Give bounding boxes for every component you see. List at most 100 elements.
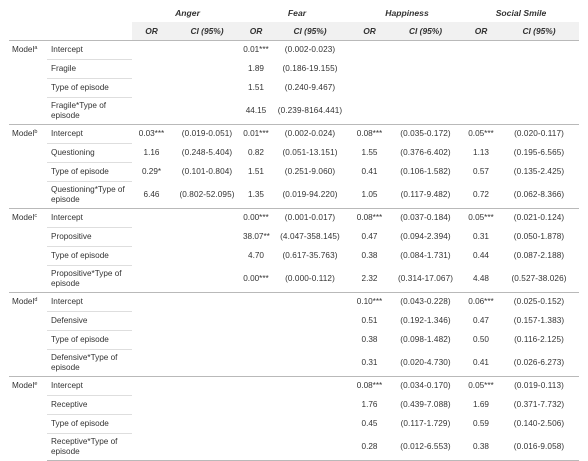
or-value: 0.08*** — [351, 376, 388, 396]
ci-value — [171, 266, 243, 293]
ci-header: CI (95%) — [171, 22, 243, 41]
or-value: 0.45 — [361, 419, 378, 428]
ci-value — [171, 247, 243, 266]
or-value: 0.05*** — [463, 124, 499, 144]
or-value: 1.05 — [361, 189, 378, 199]
ci-value: (0.617-35.763) — [282, 251, 338, 260]
or-value: 0.01*** — [243, 40, 269, 60]
ci-value: (0.019-0.051) — [171, 124, 243, 144]
or-value — [132, 247, 171, 266]
or-value — [243, 415, 269, 434]
ci-value: (0.106-1.582) — [400, 167, 451, 176]
table-row: Questioning 1.16 (0.248-5.404) 0.82 (0.051-1… — [9, 143, 579, 163]
predictor-label: Questioning — [47, 143, 132, 163]
ci-value: (0.043-0.228) — [388, 292, 463, 312]
table-row: Fragile*Type of episode 44.15 (0.239-8164.… — [9, 97, 579, 125]
predictor-label: Intercept — [47, 376, 132, 396]
ci-value — [388, 60, 463, 79]
ci-value: (0.051-13.151) — [282, 148, 338, 157]
odds-ratio-table: Anger Fear Happiness Social Smile OR CI … — [9, 4, 580, 461]
or-header: OR — [132, 22, 171, 41]
emotion-header-happiness: Happiness — [385, 8, 429, 18]
or-value — [132, 376, 171, 396]
table-row: Type of episode 0.29* (0.101-0.804) 1.51 (0.… — [9, 162, 579, 182]
ci-value: (0.012-6.553) — [388, 433, 463, 461]
model-label-superscript: b — [34, 129, 38, 135]
or-value — [132, 60, 171, 79]
or-value: 0.08*** — [351, 124, 388, 144]
or-value: 0.28 — [351, 433, 388, 461]
predictor-label: Fragile*Type of episode — [47, 97, 132, 125]
predictor-label: Propositive — [47, 227, 132, 247]
ci-value: (0.034-0.170) — [388, 376, 463, 396]
table-row: Receptive*Type of episode 0.28 (0.012-6.55… — [9, 433, 580, 461]
table-row: Type of episode 1.51 (0.240-9.467) — [9, 78, 579, 98]
ci-value — [171, 208, 243, 228]
emotion-header-row: Anger Fear Happiness Social Smile — [9, 4, 579, 22]
or-value: 0.41 — [361, 167, 378, 176]
ci-value: (0.439-7.088) — [400, 400, 451, 409]
model-label-text: Model — [12, 213, 35, 222]
or-value — [243, 433, 269, 461]
predictor-label: Fragile — [47, 59, 132, 79]
table-row: Receptive 1.76 (0.439-7.088) 1.69 (0.371-7.7… — [9, 395, 579, 415]
ci-value: (0.094-2.394) — [400, 232, 451, 241]
or-value: 0.05*** — [463, 208, 499, 228]
ci-value — [388, 98, 463, 125]
ci-value: (0.037-0.184) — [388, 208, 463, 228]
ci-value: (0.016-9.058) — [499, 433, 580, 461]
ci-value: (0.050-1.878) — [513, 232, 565, 241]
ci-value: (0.019-94.220) — [282, 189, 338, 199]
ci-value: (0.192-1.346) — [400, 316, 451, 325]
ci-value: (0.314-17.067) — [397, 273, 454, 283]
predictor-label: Defensive — [47, 311, 132, 331]
table-row: Propositive*Type of episode 0.00*** (0.000… — [9, 265, 579, 293]
ci-value: (0.002-0.023) — [269, 40, 351, 60]
or-value — [243, 312, 269, 331]
or-header: OR — [243, 22, 269, 41]
ci-value: (0.157-1.383) — [513, 316, 565, 325]
ci-value: (0.084-1.731) — [400, 251, 451, 260]
ci-value: (0.527-38.026) — [511, 273, 567, 283]
ci-value: (0.371-7.732) — [513, 400, 565, 409]
ci-value — [171, 292, 243, 312]
ci-value: (0.135-2.425) — [513, 167, 565, 176]
or-header: OR — [351, 22, 388, 41]
table-row: Questioning*Type of episode 6.46 (0.802-52… — [9, 181, 579, 209]
statistic-header-row: OR CI (95%) OR CI (95%) OR CI (95%) OR C… — [9, 22, 580, 41]
ci-header: CI (95%) — [269, 22, 351, 41]
ci-value — [499, 60, 579, 79]
ci-value — [269, 376, 351, 396]
or-value: 0.41 — [473, 357, 489, 367]
or-value: 4.70 — [248, 251, 264, 260]
ci-header: CI (95%) — [388, 22, 463, 41]
model-label: Modelb — [9, 124, 47, 209]
results-table-container: Anger Fear Happiness Social Smile OR CI … — [9, 8, 580, 461]
ci-value: (0.019-0.113) — [499, 376, 580, 396]
or-value: 0.59 — [473, 419, 489, 428]
ci-value: (0.376-6.402) — [400, 148, 451, 157]
ci-value: (0.021-0.124) — [499, 208, 580, 228]
predictor-label: Defensive*Type of episode — [47, 349, 132, 377]
ci-value — [269, 292, 351, 312]
predictor-label: Intercept — [47, 208, 132, 228]
ci-value: (0.117-9.482) — [400, 189, 451, 199]
model-label-text: Model — [12, 381, 35, 390]
model-label-text: Model — [12, 129, 35, 138]
ci-value — [171, 40, 243, 60]
or-value: 0.72 — [473, 189, 489, 199]
table-row: Type of episode 4.70 (0.617-35.763) 0.38 (0.… — [9, 246, 579, 266]
or-value: 0.82 — [248, 148, 264, 157]
or-value — [243, 396, 269, 415]
predictor-label: Intercept — [47, 292, 132, 312]
or-value: 0.06*** — [463, 292, 499, 312]
ci-value — [171, 350, 243, 377]
ci-value: (0.140-2.506) — [513, 419, 565, 428]
or-value — [243, 376, 269, 396]
table-row: Modeld Intercept 0.10*** (0.043-0.228) 0.06*… — [9, 292, 580, 377]
ci-value: (0.087-2.188) — [513, 251, 565, 260]
or-value: 0.57 — [473, 167, 489, 176]
ci-value: (0.026-6.273) — [513, 357, 565, 367]
ci-value — [269, 312, 351, 331]
ci-value — [269, 350, 351, 377]
